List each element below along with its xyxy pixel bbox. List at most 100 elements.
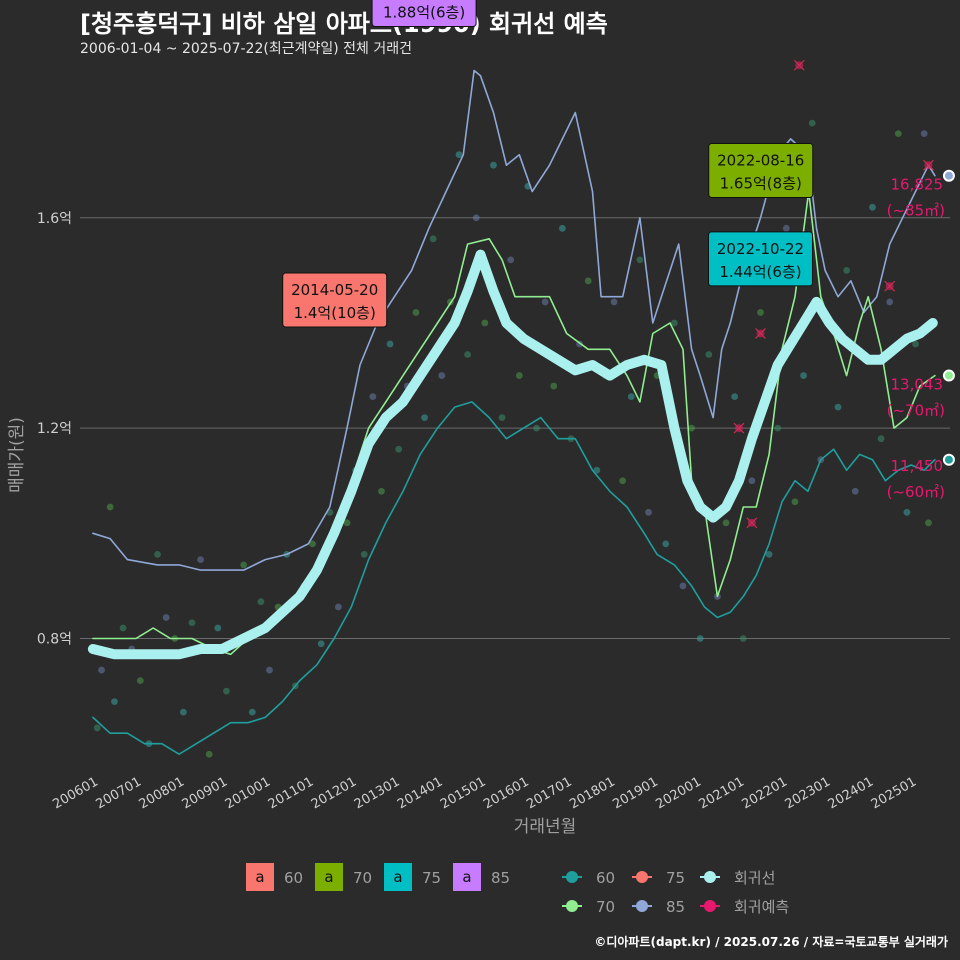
end-area-label: (~70㎡) (887, 402, 945, 420)
scatter-point (731, 393, 739, 400)
legend-line-label: 70 (596, 898, 615, 916)
forecast-marker-cross (884, 280, 896, 292)
x-tick-label: 201101 (266, 774, 316, 812)
series-end-point (942, 453, 955, 466)
x-tick-label: 202001 (653, 774, 703, 812)
x-tick-label: 201801 (567, 774, 617, 812)
scatter-point (782, 224, 790, 232)
scatter-point (765, 550, 773, 558)
scatter-point (257, 598, 265, 606)
scatter-point (111, 698, 118, 706)
scatter-point (119, 624, 127, 632)
scatter-point (533, 424, 540, 432)
chart-caption: ©디아파트(dapt.kr) / 2025.07.26 / 자료=국토교통부 실… (594, 935, 948, 949)
scatter-point (240, 561, 248, 569)
callout-price: 1.65억(8층) (720, 174, 802, 192)
scatter-point (610, 298, 618, 306)
legend-fill-swatch (315, 863, 343, 891)
scatter-point (136, 677, 144, 684)
scatter-point (800, 372, 807, 379)
legend-line-label: 60 (596, 869, 615, 887)
scatter-point (886, 298, 894, 306)
forecast-marker-cross (755, 328, 766, 339)
series-line-85 (92, 69, 936, 571)
x-axis-title: 거래년월 (514, 817, 577, 837)
y-tick-label: 1.2억 (37, 421, 72, 437)
scatter-point (627, 393, 635, 400)
y-axis-title: 매매가(원) (7, 417, 27, 493)
series-end-point (942, 169, 955, 182)
callout-price: 1.88억(6층) (383, 4, 465, 22)
x-tick-label: 202301 (783, 774, 833, 812)
legend-line-dot (566, 900, 578, 912)
scatter-point (266, 666, 273, 674)
chart-subtitle: 2006-01-04 ~ 2025-07-22(최근계약일) 전체 거래건 (80, 41, 412, 57)
end-value-label: 11,450 (891, 457, 944, 475)
scatter-point (93, 724, 101, 732)
scatter-point (877, 435, 885, 443)
callout-date: 2022-10-22 (717, 240, 804, 258)
scatter-point (696, 635, 704, 642)
legend-line-label: 85 (666, 898, 685, 916)
legend-fill-label: 85 (491, 869, 510, 887)
scatter-point (550, 382, 558, 390)
callout-box (708, 142, 814, 198)
legend-fill-swatch (453, 863, 481, 891)
scatter-point (248, 708, 256, 716)
x-tick-label: 201601 (481, 774, 531, 812)
scatter-point (925, 519, 932, 527)
end-value-label: 13,043 (891, 376, 944, 394)
scatter-point (335, 603, 342, 611)
y-tick-label: 0.8억 (37, 632, 72, 648)
scatter-point (705, 351, 713, 358)
legend-line-dot (636, 900, 648, 912)
scatter-point (360, 550, 368, 558)
forecast-marker-cross (746, 517, 758, 529)
scatter-point (481, 319, 489, 327)
scatter-point (455, 151, 463, 159)
scatter-point (679, 582, 687, 590)
legend-fill-letter: a (393, 868, 402, 886)
x-tick-label: 202101 (696, 774, 746, 812)
x-tick-label: 201301 (352, 774, 402, 812)
scatter-point (688, 424, 695, 432)
legend-fill-label: 60 (284, 869, 303, 887)
scatter-point (214, 624, 222, 632)
scatter-point (162, 614, 170, 621)
callout-price: 1.44억(6층) (719, 263, 801, 281)
scatter-point (343, 519, 351, 527)
x-tick-label: 200901 (180, 774, 230, 812)
scatter-point (645, 508, 652, 516)
x-tick-label: 201501 (438, 774, 488, 812)
legend-line-dot (704, 871, 716, 883)
scatter-point (869, 203, 876, 211)
scatter-point (515, 372, 523, 379)
legend-fill-letter: a (462, 868, 471, 886)
scatter-point (507, 256, 515, 264)
scatter-point (498, 414, 506, 422)
x-tick-label: 200701 (94, 774, 144, 812)
scatter-point (808, 119, 816, 127)
scatter-point (205, 750, 213, 758)
callout-box (371, 0, 477, 28)
scatter-point (395, 445, 403, 453)
x-tick-label: 201201 (309, 774, 359, 812)
end-value-label: 16,825 (891, 176, 944, 194)
scatter-point (106, 503, 114, 511)
legend-fill-letter: a (324, 868, 333, 886)
scatter-point (438, 372, 446, 379)
series-end-point (942, 369, 955, 382)
scatter-point (670, 319, 678, 327)
scatter-point (558, 224, 566, 232)
legend-line-label: 75 (666, 869, 685, 887)
scatter-point (791, 498, 799, 506)
scatter-point (903, 508, 911, 516)
scatter-point (593, 466, 601, 474)
scatter-point (421, 414, 428, 422)
forecast-marker-cross (793, 59, 805, 71)
scatter-point (309, 540, 316, 548)
scatter-point (774, 424, 782, 432)
x-tick-label: 201901 (610, 774, 660, 812)
scatter-point (412, 309, 420, 316)
